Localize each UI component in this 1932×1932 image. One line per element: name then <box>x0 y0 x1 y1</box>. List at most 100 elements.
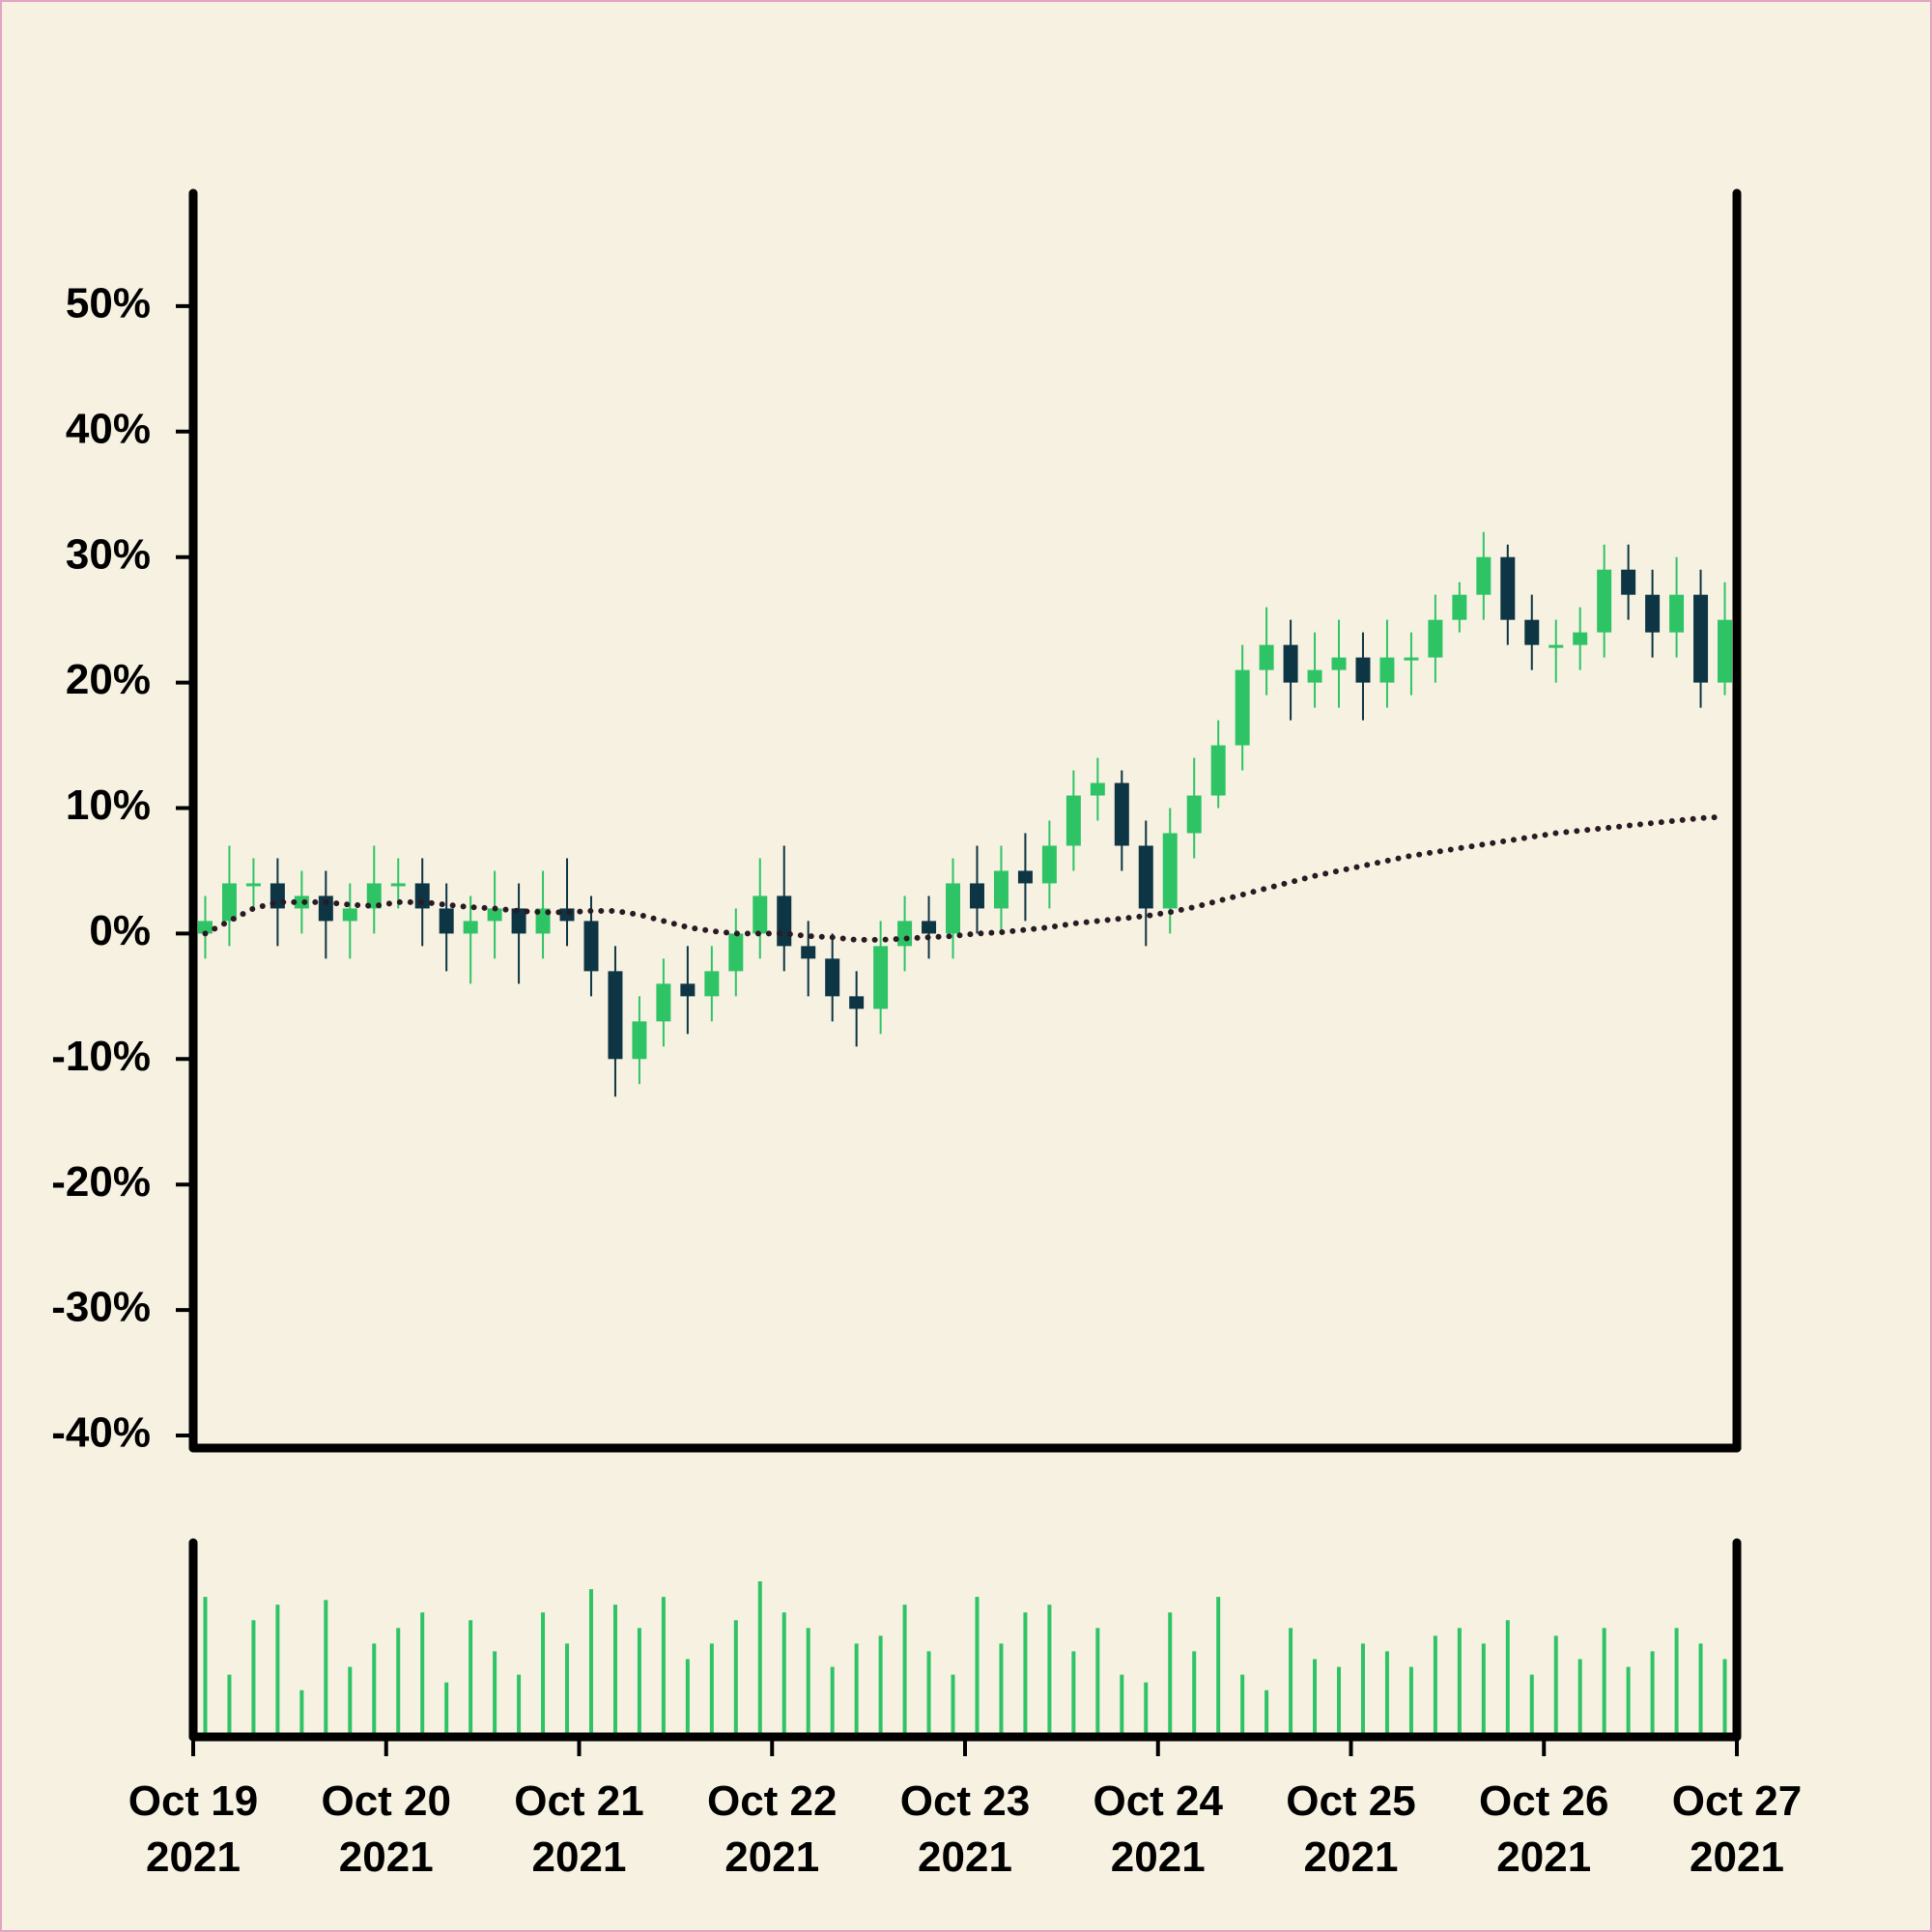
volume-bar <box>1144 1682 1149 1737</box>
candle-body <box>801 946 816 959</box>
volume-bar <box>1408 1666 1413 1737</box>
candle-body <box>1162 833 1178 909</box>
candle-body <box>487 908 502 922</box>
volume-bar <box>1626 1666 1631 1737</box>
moving-average <box>202 813 1728 943</box>
candle-body <box>1235 669 1250 746</box>
candle-body <box>946 883 961 934</box>
y-tick-label: -30% <box>51 1284 151 1331</box>
volume-bar <box>1360 1643 1365 1737</box>
candle-body <box>583 921 599 972</box>
candle-body <box>221 883 237 922</box>
x-tick-label: Oct 21 2021 <box>514 1777 644 1881</box>
candle-body <box>1500 556 1516 620</box>
x-tick-label: Oct 22 2021 <box>706 1777 838 1881</box>
candle-body <box>1138 845 1153 909</box>
volume-bar <box>1505 1620 1510 1737</box>
candle-body <box>922 921 937 934</box>
candle-body <box>1017 870 1033 884</box>
candle-body <box>1548 644 1564 648</box>
candle-body <box>1283 644 1298 683</box>
volume-bar <box>830 1666 835 1737</box>
candle-body <box>197 921 213 934</box>
x-tick-label: Oct 25 2021 <box>1286 1777 1416 1881</box>
volume-bar <box>1071 1651 1076 1737</box>
volume-bar <box>1577 1659 1582 1737</box>
candle-body <box>680 983 696 997</box>
volume-bar <box>372 1643 377 1737</box>
volume-bar <box>1529 1674 1534 1737</box>
candle-body <box>1718 619 1733 683</box>
candle-body <box>704 971 720 997</box>
candle-body <box>1428 619 1443 658</box>
volume-bar <box>517 1674 522 1737</box>
y-tick-label: -20% <box>51 1158 151 1206</box>
y-tick-label: -10% <box>51 1033 151 1080</box>
candle-body <box>1307 669 1322 683</box>
volume-bar <box>203 1597 208 1737</box>
y-tick-label: 10% <box>66 781 151 829</box>
candle-body <box>1669 594 1685 633</box>
candle-body <box>318 895 333 922</box>
volume-bar <box>588 1589 593 1737</box>
candle-body <box>1090 782 1105 796</box>
candle-body <box>1524 619 1540 645</box>
volume-bar <box>1168 1612 1173 1737</box>
candle-body <box>656 983 671 1022</box>
volume-bar <box>275 1605 280 1737</box>
volume-bar <box>975 1597 980 1737</box>
x-tick-label: Oct 23 2021 <box>899 1777 1031 1881</box>
volume-bar <box>1553 1635 1558 1737</box>
candle-body <box>1645 594 1661 633</box>
candle-body <box>993 870 1009 909</box>
candle-body <box>511 908 526 934</box>
volume-bar <box>1698 1643 1703 1737</box>
candle-body <box>969 883 984 909</box>
volume-bar <box>1047 1605 1052 1737</box>
candle-body <box>1041 845 1057 884</box>
x-tick-label: Oct 24 2021 <box>1093 1777 1223 1881</box>
volume-bar <box>612 1605 617 1737</box>
candle-body <box>753 895 768 934</box>
volume-bar <box>637 1628 641 1737</box>
volume-bar <box>806 1628 810 1737</box>
candle-body <box>366 883 382 909</box>
volume-bar <box>1216 1597 1221 1737</box>
volume-bar <box>1289 1628 1293 1737</box>
volume-bar <box>999 1643 1004 1737</box>
volume-bar <box>1457 1628 1462 1737</box>
volume-bar <box>1240 1674 1245 1737</box>
volume-bar <box>902 1605 907 1737</box>
candle-body <box>1331 657 1347 670</box>
volume-bar <box>1433 1635 1437 1737</box>
candle-body <box>342 908 357 922</box>
candle-body <box>897 921 913 947</box>
candle-body <box>825 958 840 997</box>
x-tick-label: Oct 26 2021 <box>1478 1777 1609 1881</box>
candle-body <box>535 908 551 934</box>
volume-bar <box>1095 1628 1100 1737</box>
y-tick-label: 50% <box>66 280 151 327</box>
volume-bar <box>926 1651 931 1737</box>
y-tick-label: 30% <box>66 530 151 578</box>
candle-body <box>1114 782 1129 846</box>
candle-body <box>728 933 744 972</box>
candle-body <box>632 1021 647 1060</box>
volume-bar <box>1313 1659 1318 1737</box>
volume-bar <box>420 1612 425 1737</box>
candle-body <box>1452 594 1467 620</box>
candle-body <box>439 908 454 934</box>
y-tick-label: 20% <box>66 656 151 703</box>
candle-body <box>1597 569 1612 633</box>
y-tick-label: -40% <box>51 1409 151 1457</box>
volume-bar <box>1481 1643 1486 1737</box>
volume-bar <box>348 1666 353 1737</box>
volume-bar <box>1264 1690 1269 1737</box>
candle-body <box>1573 632 1588 645</box>
candle-body <box>390 883 406 887</box>
candle-body <box>1693 594 1709 683</box>
volume-bar <box>565 1643 570 1737</box>
volume-bar <box>854 1643 859 1737</box>
volume-bar <box>1023 1612 1028 1737</box>
